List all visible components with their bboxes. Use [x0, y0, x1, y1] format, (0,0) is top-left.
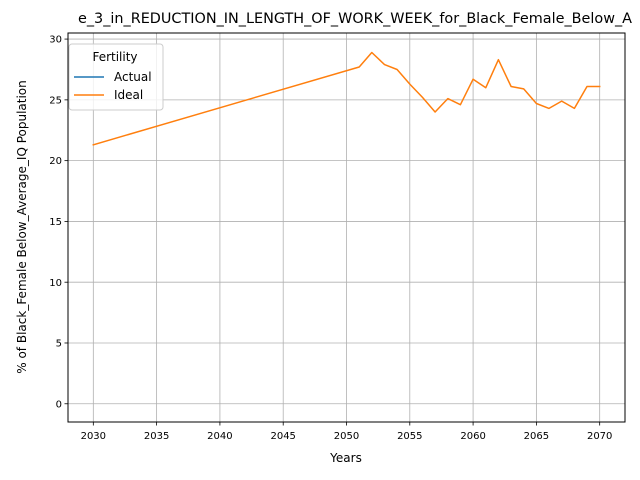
x-tick-label: 2070: [587, 431, 612, 442]
x-tick-label: 2060: [460, 431, 485, 442]
legend-label-ideal: Ideal: [114, 88, 143, 102]
legend-label-actual: Actual: [114, 70, 152, 84]
y-tick-label: 5: [56, 339, 62, 350]
x-tick-label: 2065: [524, 431, 549, 442]
x-tick-label: 2035: [144, 431, 169, 442]
legend-entries: Actual Ideal: [74, 70, 152, 102]
y-tick-label: 10: [49, 278, 62, 289]
x-axis-ticks: 2030 2035 2040 2045 2050 2055 2060 2065 2070: [81, 422, 612, 442]
y-tick-label: 25: [49, 95, 62, 106]
grid-lines: [68, 33, 625, 422]
x-tick-label: 2030: [81, 431, 106, 442]
x-tick-label: 2045: [270, 431, 295, 442]
y-axis-label: % of Black_Female Below_Average_IQ Popul…: [15, 80, 29, 374]
series-lines: [92, 51, 601, 146]
y-axis-ticks: 0 5 10 15 20 25 30: [49, 35, 68, 410]
x-tick-label: 2040: [207, 431, 232, 442]
legend: Fertility Actual Ideal: [68, 43, 164, 111]
series-line-ideal: [92, 51, 601, 146]
y-tick-label: 0: [56, 399, 62, 410]
x-axis-label: Years: [329, 451, 362, 465]
y-tick-label: 20: [49, 156, 62, 167]
x-tick-label: 2055: [397, 431, 422, 442]
y-tick-label: 30: [49, 35, 62, 46]
y-tick-label: 15: [49, 217, 62, 228]
legend-box: [68, 43, 164, 111]
chart-title: e_3_in_REDUCTION_IN_LENGTH_OF_WORK_WEEK_…: [78, 11, 632, 27]
legend-title: Fertility: [92, 50, 137, 64]
x-tick-label: 2050: [334, 431, 359, 442]
